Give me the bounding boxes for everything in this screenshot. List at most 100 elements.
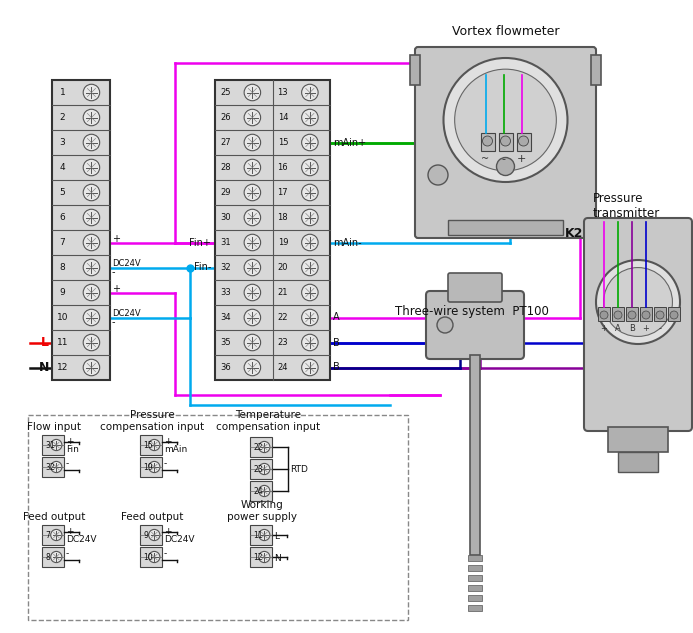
Bar: [468, 605, 482, 611]
Text: 1: 1: [60, 88, 65, 97]
Text: 26: 26: [220, 113, 231, 122]
Text: 23: 23: [277, 338, 288, 347]
Text: B: B: [333, 363, 340, 372]
Circle shape: [670, 311, 678, 319]
Text: +: +: [601, 324, 608, 333]
Circle shape: [244, 210, 261, 226]
Circle shape: [244, 234, 261, 251]
Text: -: -: [112, 318, 116, 327]
Bar: [468, 565, 482, 571]
Circle shape: [83, 260, 100, 276]
Circle shape: [301, 110, 318, 126]
Circle shape: [149, 461, 160, 473]
Text: mAin+: mAin+: [333, 137, 366, 147]
Text: mAin: mAin: [164, 446, 187, 454]
Circle shape: [83, 110, 100, 126]
Bar: [250, 437, 272, 457]
Circle shape: [444, 58, 568, 182]
Text: 32: 32: [45, 463, 55, 472]
Circle shape: [244, 260, 261, 276]
Bar: [654, 307, 666, 321]
Circle shape: [51, 461, 62, 473]
Text: mAin-: mAin-: [333, 237, 362, 248]
Bar: [498, 133, 513, 151]
Bar: [42, 547, 64, 567]
Text: 9: 9: [60, 288, 65, 297]
Bar: [612, 307, 624, 321]
Text: 5: 5: [60, 188, 65, 197]
Text: 11: 11: [57, 338, 68, 347]
Bar: [215, 80, 330, 380]
Bar: [140, 547, 162, 567]
Circle shape: [518, 136, 529, 146]
Text: 11: 11: [253, 530, 263, 539]
Text: 27: 27: [220, 138, 231, 147]
Circle shape: [258, 463, 270, 475]
Text: 21: 21: [278, 288, 288, 297]
Bar: [250, 459, 272, 479]
Text: 18: 18: [277, 213, 288, 222]
Bar: [250, 547, 272, 567]
Circle shape: [258, 441, 270, 453]
Text: 31: 31: [220, 238, 231, 247]
Bar: [640, 307, 652, 321]
Text: Feed output: Feed output: [121, 512, 183, 522]
Circle shape: [258, 486, 270, 497]
Text: -: -: [658, 324, 662, 333]
Circle shape: [83, 210, 100, 226]
Bar: [140, 525, 162, 545]
Text: Three-wire system  PT100: Three-wire system PT100: [395, 305, 549, 318]
Text: 13: 13: [277, 88, 288, 97]
Circle shape: [455, 69, 556, 171]
Text: 24: 24: [253, 487, 263, 496]
Text: Working
power supply: Working power supply: [227, 501, 297, 522]
Circle shape: [244, 310, 261, 326]
Bar: [42, 435, 64, 455]
FancyBboxPatch shape: [584, 218, 692, 431]
Text: -: -: [164, 460, 167, 468]
Text: 7: 7: [45, 530, 50, 539]
Text: -: -: [66, 549, 69, 558]
Text: 22: 22: [278, 313, 288, 322]
Circle shape: [83, 284, 100, 301]
Text: 12: 12: [253, 553, 263, 561]
Text: Temperature
compensation input: Temperature compensation input: [216, 410, 320, 432]
Bar: [591, 55, 601, 85]
Text: 4: 4: [60, 163, 65, 172]
Bar: [140, 457, 162, 477]
Text: +: +: [642, 324, 649, 333]
Text: 35: 35: [220, 338, 231, 347]
Circle shape: [244, 160, 261, 176]
Circle shape: [83, 84, 100, 101]
Text: ~: ~: [482, 154, 489, 164]
Text: Pressure
transmitter: Pressure transmitter: [593, 192, 660, 220]
Text: Flow input: Flow input: [27, 422, 81, 432]
Bar: [42, 457, 64, 477]
Text: 8: 8: [45, 553, 50, 561]
Circle shape: [83, 234, 100, 251]
Text: +: +: [112, 234, 120, 244]
FancyBboxPatch shape: [415, 47, 596, 238]
Text: K2: K2: [565, 227, 583, 240]
Text: Fin-: Fin-: [193, 263, 211, 272]
Circle shape: [244, 284, 261, 301]
FancyBboxPatch shape: [448, 273, 502, 302]
Text: 9: 9: [143, 530, 148, 539]
Bar: [52, 80, 110, 380]
Text: 12: 12: [57, 363, 68, 372]
Text: 3: 3: [60, 138, 65, 147]
Text: 19: 19: [278, 238, 288, 247]
Text: Fin+: Fin+: [189, 237, 211, 248]
Text: N: N: [39, 361, 49, 374]
Text: 15: 15: [143, 441, 152, 449]
Circle shape: [604, 268, 672, 337]
Text: -: -: [164, 549, 167, 558]
Text: 16: 16: [277, 163, 288, 172]
Bar: [668, 307, 680, 321]
Circle shape: [149, 529, 160, 541]
Text: +: +: [517, 154, 526, 164]
Text: RTD: RTD: [290, 465, 308, 473]
Circle shape: [656, 311, 664, 319]
Bar: [250, 525, 272, 545]
Circle shape: [482, 136, 493, 146]
